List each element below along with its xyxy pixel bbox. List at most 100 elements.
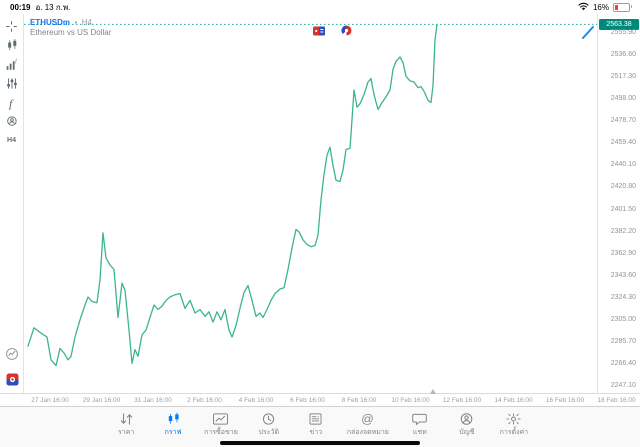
chart-area[interactable]: ETHUSDm • H4 Ethereum vs US Dollar [24, 14, 597, 393]
quotes-icon [118, 411, 135, 426]
chart-icon [165, 411, 182, 426]
trade-icon [212, 411, 229, 426]
price-tick-label: 2266.40 [610, 359, 636, 367]
nav-item-trade[interactable]: การซื้อขาย [204, 411, 238, 438]
time-tick-label: 14 Feb 16:00 [494, 397, 533, 404]
header-bullet: • [74, 18, 78, 27]
nav-item-label: การซื้อขาย [204, 429, 238, 436]
chart-type-icon [7, 39, 16, 51]
objects-button[interactable] [1, 112, 23, 131]
crosshair-button[interactable] [1, 17, 23, 36]
timeframe-button[interactable]: H4 [1, 131, 23, 150]
objects-sliders-icon [6, 78, 17, 89]
indicators-icon: f [6, 59, 17, 70]
svg-text:@: @ [362, 412, 375, 426]
battery-icon [613, 2, 632, 12]
nav-item-settings[interactable]: การตั้งค่า [498, 411, 530, 438]
price-tick-label: 2498.00 [610, 95, 636, 103]
news-icon [307, 411, 324, 426]
price-tick-label: 2362.90 [610, 249, 636, 257]
time-tick-label: 4 Feb 16:00 [238, 397, 274, 404]
price-tick-label: 2324.30 [610, 293, 636, 301]
nav-item-label: ประวัติ [258, 429, 280, 436]
price-line-series [27, 23, 438, 367]
nav-item-news[interactable]: ข่าว [300, 411, 332, 438]
time-tick-label: 16 Feb 16:00 [545, 397, 585, 404]
event-flag-icon-2[interactable] [341, 23, 352, 41]
price-chart [24, 23, 597, 367]
price-tick-label: 2478.70 [610, 117, 636, 125]
nav-item-chart[interactable]: กราฟ [157, 411, 189, 438]
indicators-button[interactable]: f [1, 55, 23, 74]
price-tick-label: 2343.60 [610, 271, 636, 279]
symbol-label[interactable]: ETHUSDm [30, 18, 71, 27]
home-indicator[interactable] [220, 441, 420, 445]
timeframe-label: H4 [81, 18, 92, 27]
price-tick-label: 2555.90 [610, 28, 636, 36]
symbol-description: Ethereum vs US Dollar [30, 28, 112, 37]
history-icon [260, 411, 277, 426]
chart-header: ETHUSDm • H4 Ethereum vs US Dollar [30, 16, 111, 38]
price-tick-label: 2440.10 [610, 161, 636, 169]
price-axis[interactable]: 2563.38 2555.90 2536.60 2517.30 2498.00 2478… [597, 14, 640, 393]
price-tick-label: 2459.40 [610, 139, 636, 147]
settings-icon [505, 411, 522, 426]
chat-icon [411, 411, 428, 426]
time-axis[interactable]: 27 Jan 16:00 29 Jan 16:00 31 Jan 16:00 2 Fe… [0, 389, 640, 406]
event-flag-icon-1[interactable] [313, 23, 325, 41]
nav-item-chat[interactable]: แชท [404, 411, 436, 438]
nav-item-label: ข่าว [309, 429, 323, 436]
time-tick-label: 29 Jan 16:00 [82, 397, 121, 404]
latest-bar-marker-icon [430, 389, 436, 394]
price-tick-label: 2401.50 [610, 205, 636, 213]
svg-text:f: f [9, 96, 14, 110]
battery-percent: 16% [592, 2, 609, 12]
time-tick-label: 8 Feb 16:00 [341, 397, 377, 404]
status-date: อ. 13 ก.พ. [35, 2, 71, 12]
current-price-badge: 2563.38 [599, 18, 639, 30]
objects-icon [7, 116, 17, 126]
wifi-icon [578, 2, 589, 13]
svg-text:f: f [15, 59, 17, 64]
broker-logo-icon[interactable] [6, 373, 19, 391]
chart-toolbar: f f H4 [0, 14, 24, 393]
status-bar: 00:19 อ. 13 ก.พ. 16% [0, 0, 640, 14]
nav-item-history[interactable]: ประวัติ [253, 411, 285, 438]
time-tick-label: 2 Feb 16:00 [187, 397, 222, 404]
nav-item-quotes[interactable]: ราคา [110, 411, 142, 438]
price-tick-label: 2420.80 [610, 183, 636, 191]
objects-sliders-button[interactable] [1, 74, 23, 93]
time-tick-label: 27 Jan 16:00 [31, 397, 69, 404]
calendar-event-markers [313, 23, 352, 41]
nav-item-label: การตั้งค่า [499, 429, 529, 436]
account-icon [458, 411, 475, 426]
nav-item-label: ราคา [117, 429, 135, 436]
function-icon: f [9, 96, 14, 110]
crosshair-icon [6, 21, 17, 32]
price-tick-label: 2247.10 [610, 382, 636, 390]
nav-item-account[interactable]: บัญชี [451, 411, 483, 438]
drawing-tool-icon[interactable] [581, 24, 595, 45]
bottom-nav: ราคา กราฟ การซื้อขาย ประวัติ ข่าว @ กล่องจดหมา… [0, 406, 640, 447]
price-tick-label: 2305.00 [610, 315, 636, 323]
nav-item-label: แชท [412, 429, 427, 436]
price-tick-label: 2536.60 [610, 51, 636, 59]
nav-item-mailbox[interactable]: @ กล่องจดหมาย [347, 411, 389, 438]
status-time: 00:19 [10, 2, 31, 12]
price-tick-label: 2517.30 [610, 73, 636, 81]
chart-type-button[interactable] [1, 36, 23, 55]
time-tick-label: 31 Jan 16:00 [134, 397, 172, 404]
time-tick-label: 12 Feb 16:00 [442, 397, 482, 404]
function-button[interactable]: f [1, 93, 23, 112]
time-tick-label: 18 Feb 16:00 [597, 397, 636, 404]
trading-sessions-icon[interactable] [5, 347, 19, 366]
time-tick-label: 6 Feb 16:00 [290, 397, 325, 404]
price-tick-label: 2382.20 [610, 227, 636, 235]
nav-item-label: กล่องจดหมาย [346, 429, 389, 436]
time-tick-label: 10 Feb 16:00 [391, 397, 430, 404]
nav-item-label: บัญชี [459, 429, 475, 436]
price-tick-label: 2285.70 [610, 337, 636, 345]
mailbox-icon: @ [359, 411, 376, 426]
nav-item-label: กราฟ [164, 429, 182, 436]
